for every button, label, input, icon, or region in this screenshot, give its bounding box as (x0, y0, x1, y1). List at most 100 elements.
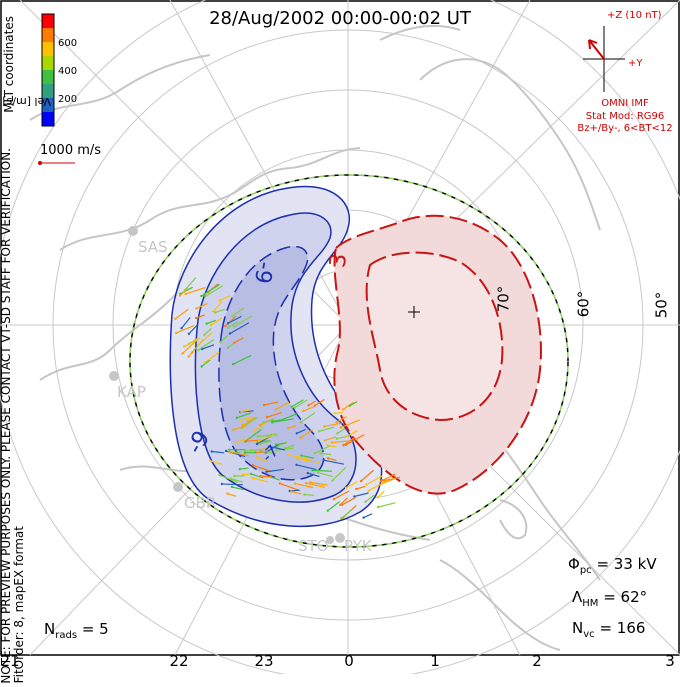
velocity-vector-origin (287, 454, 289, 456)
site-label-kap: KAP (117, 383, 146, 401)
velocity-vector-origin (195, 307, 197, 309)
velocity-vector-origin (279, 482, 281, 484)
velocity-vector-origin (255, 456, 257, 458)
velocity-vector-origin (294, 482, 296, 484)
imf-condition: Bz+/By-, 6<BT<12 (575, 123, 675, 134)
velocity-vector-origin (307, 472, 309, 474)
imf-dial (583, 26, 625, 92)
velocity-vector-origin (327, 457, 329, 459)
velocity-vector-origin (303, 493, 305, 495)
site-label-sto: STO (298, 537, 329, 555)
mlt-tick-3: 3 (665, 652, 675, 670)
coordinate-label: MLT coordinates (2, 16, 16, 136)
velocity-vector-origin (197, 349, 199, 351)
velocity-vector-origin (355, 488, 357, 490)
velocity-vector-origin (231, 315, 233, 317)
velocity-vector-origin (364, 501, 366, 503)
velocity-vector-origin (342, 408, 344, 410)
velocity-vector-origin (226, 492, 228, 494)
velocity-vector-origin (253, 430, 255, 432)
velocity-vector-origin (302, 410, 304, 412)
velocity-vector-origin (345, 444, 347, 446)
velocity-vector-origin (305, 482, 307, 484)
velocity-vector-origin (200, 365, 202, 367)
colorbar-segment (42, 28, 54, 43)
velocity-vector-origin (287, 427, 289, 429)
velocity-vector-origin (244, 452, 246, 454)
velocity-vector-origin (299, 437, 301, 439)
velocity-vector-origin (221, 483, 223, 485)
velocity-vector-origin (251, 477, 253, 479)
velocity-vector-origin (340, 426, 342, 428)
site-marker-gbr (173, 482, 183, 492)
imf-model: Stat Mod: RG96 (580, 111, 670, 122)
velocity-scale-bar (38, 161, 75, 165)
velocity-vector-origin (233, 325, 235, 327)
velocity-vector-origin (233, 342, 235, 344)
velocity-vector (243, 474, 251, 475)
velocity-vector-origin (317, 472, 319, 474)
velocity-vector-origin (258, 440, 260, 442)
velocity-vector-origin (210, 324, 212, 326)
velocity-vector (261, 476, 273, 477)
velocity-vector-origin (271, 421, 273, 423)
imf-y-label: +Y (628, 58, 643, 69)
velocity-vector-origin (227, 322, 229, 324)
velocity-vector-origin (331, 441, 333, 443)
velocity-vector-origin (324, 439, 326, 441)
velocity-vector-origin (275, 443, 277, 445)
velocity-vector-origin (342, 444, 344, 446)
stat-hm-boundary: ΛHM = 62° (572, 588, 647, 609)
velocity-vector-origin (300, 454, 302, 456)
velocity-vector-origin (296, 432, 298, 434)
velocity-vector-origin (367, 490, 369, 492)
velocity-vector-origin (263, 404, 265, 406)
velocity-vector-origin (212, 310, 214, 312)
site-marker-kap (109, 371, 119, 381)
site-label-gbr: GBR (184, 494, 216, 512)
velocity-vector-origin (232, 429, 234, 431)
velocity-vector-origin (195, 317, 197, 319)
colorbar-tick-200: 200 (58, 94, 77, 105)
velocity-vector-origin (291, 406, 293, 408)
velocity-vector-origin (312, 469, 314, 471)
velocity-vector-origin (252, 464, 254, 466)
velocity-vector (304, 495, 314, 496)
velocity-vector-origin (336, 437, 338, 439)
velocity-vector-origin (181, 352, 183, 354)
velocity-vector-origin (229, 332, 231, 334)
stat-nrads: Nrads = 5 (44, 620, 109, 641)
velocity-vector-origin (331, 479, 333, 481)
velocity-vector-origin (232, 363, 234, 365)
velocity-vector-origin (259, 424, 261, 426)
velocity-vector-origin (236, 417, 238, 419)
velocity-vector-origin (323, 425, 325, 427)
velocity-vector-origin (309, 481, 311, 483)
latitude-label-50: 50° (652, 292, 670, 319)
velocity-vector-origin (334, 412, 336, 414)
velocity-vector-origin (295, 464, 297, 466)
velocity-vector-origin (314, 452, 316, 454)
velocity-vector-origin (339, 504, 341, 506)
velocity-vector-origin (266, 416, 268, 418)
velocity-vector (378, 503, 396, 507)
velocity-vector-origin (179, 294, 181, 296)
velocity-vector-origin (188, 333, 190, 335)
velocity-vector-origin (241, 473, 243, 475)
velocity-vector-origin (290, 490, 292, 492)
mlt-tick-23: 23 (254, 652, 273, 670)
velocity-vector-origin (340, 517, 342, 519)
velocity-vector-origin (180, 327, 182, 329)
velocity-vector (364, 514, 372, 518)
mlt-tick-2: 2 (532, 652, 542, 670)
mlt-tick-21: 21 (0, 652, 19, 670)
velocity-vector-origin (300, 421, 302, 423)
velocity-vector-origin (239, 468, 241, 470)
velocity-vector-origin (231, 486, 233, 488)
mlt-tick-22: 22 (169, 652, 188, 670)
velocity-vector-origin (377, 506, 379, 508)
imf-source: OMNI IMF (580, 98, 670, 109)
velocity-vector-origin (211, 450, 213, 452)
velocity-vector-origin (209, 460, 211, 462)
velocity-vector-origin (362, 516, 364, 518)
